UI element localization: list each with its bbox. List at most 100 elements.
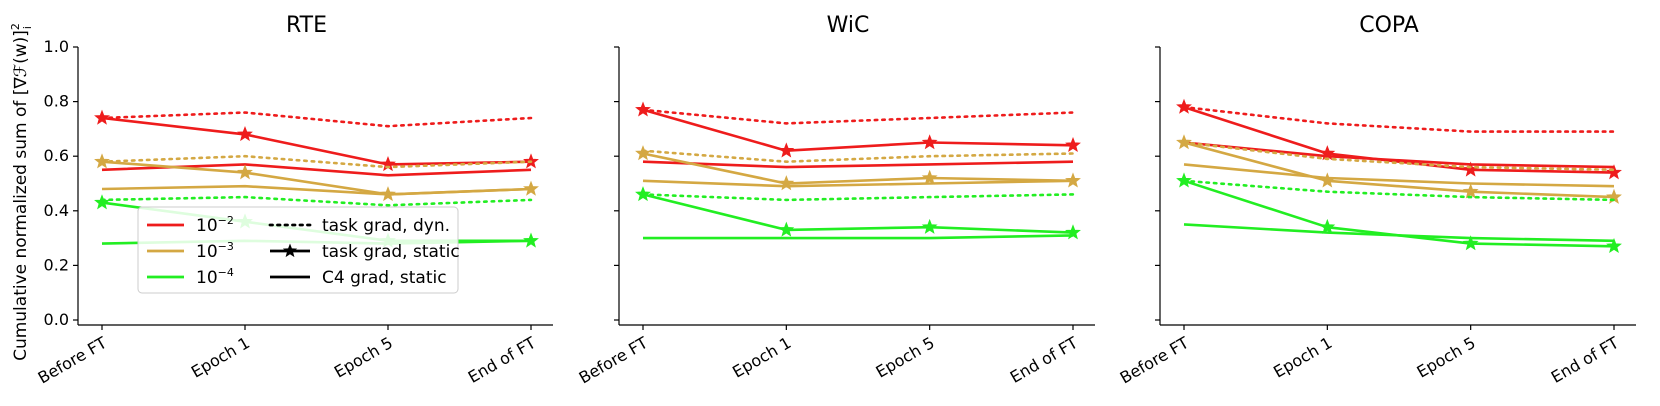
y-axis-label: Cumulative normalized sum of [∇ℱ(w)]2i <box>9 23 34 361</box>
series-1e-3-star <box>635 145 1081 191</box>
series-1e-2-star <box>94 109 539 172</box>
series-line <box>1182 105 1616 133</box>
star-marker <box>778 142 795 158</box>
series-line <box>642 152 1074 185</box>
star-marker <box>1462 183 1479 199</box>
series-1e-3-solid <box>642 179 1074 188</box>
series-1e-3-star <box>1176 134 1622 204</box>
legend-label-solid: C4 grad, static <box>322 268 447 288</box>
star-marker <box>921 134 938 150</box>
series-1e-4-solid <box>643 234 1074 240</box>
panel-title: COPA <box>1359 13 1419 38</box>
star-marker <box>635 101 651 117</box>
series-line <box>641 149 1075 163</box>
series-line <box>100 195 533 207</box>
star-marker <box>921 169 938 185</box>
series-1e-2-dotted <box>641 108 1075 125</box>
series-1e-2-star <box>635 101 1081 158</box>
star-marker <box>635 186 651 202</box>
series-line <box>1182 141 1616 172</box>
series-line <box>641 193 1075 202</box>
star-marker <box>1319 172 1336 188</box>
star-marker <box>778 175 795 191</box>
series-1e-3-star <box>94 153 539 202</box>
y-tick-label: 0.4 <box>44 201 69 220</box>
series-1e-3-dotted <box>641 149 1075 163</box>
series-1e-4-dotted <box>641 193 1075 202</box>
star-marker <box>94 194 110 210</box>
series-1e-4-star <box>635 186 1081 240</box>
series-1e-2-star <box>1176 98 1622 180</box>
y-tick-label: 0.6 <box>44 146 69 165</box>
series-1e-4-solid <box>1183 223 1615 243</box>
star-marker <box>1319 218 1336 234</box>
legend-label-1e-3: 10−3 <box>196 240 234 262</box>
x-tick-label: Epoch 1 <box>1270 333 1335 382</box>
star-marker <box>1065 136 1081 153</box>
star-marker <box>778 221 795 237</box>
x-tick-label: Before FT <box>35 333 111 388</box>
series-line <box>642 179 1074 188</box>
star-marker <box>237 164 253 180</box>
x-tick-label: Epoch 5 <box>1414 333 1479 382</box>
series-1e-4-dotted <box>100 195 533 207</box>
series-1e-3-solid <box>101 184 532 196</box>
y-axis-label-sub: i <box>21 26 34 29</box>
star-marker <box>1606 237 1622 254</box>
series-line <box>643 234 1074 240</box>
star-marker <box>1176 98 1192 114</box>
legend-label-1e-4: 10−4 <box>196 266 234 288</box>
panel-wic: WiC Before FT Epoch 1 Epoch 5 End of FT <box>576 13 1095 388</box>
x-tick-label: Before FT <box>576 333 652 388</box>
series-line <box>1183 141 1615 199</box>
y-tick-label: 0.8 <box>44 92 69 111</box>
star-marker <box>1176 172 1192 188</box>
series-line <box>1183 105 1615 174</box>
star-marker <box>1176 134 1192 150</box>
series-1e-2-solid <box>1183 141 1615 169</box>
series-line <box>1183 141 1615 169</box>
x-tick-label: Before FT <box>1117 333 1193 388</box>
star-marker <box>1606 164 1622 180</box>
panel-title: WiC <box>827 13 870 38</box>
legend-label-star: task grad, static <box>322 242 460 262</box>
star-marker <box>1065 172 1081 188</box>
x-tick-label: End of FT <box>465 333 539 387</box>
y-axis-label-main: Cumulative normalized sum of [∇ℱ(w)] <box>11 30 31 361</box>
series-1e-3-dotted <box>1182 141 1616 172</box>
star-marker <box>635 145 651 161</box>
series-1e-3-solid <box>1183 163 1615 188</box>
series-1e-2-solid <box>642 160 1074 169</box>
series-line <box>1182 179 1616 202</box>
star-marker <box>380 156 396 172</box>
legend-label-dotted: task grad, dyn. <box>322 216 450 236</box>
series-1e-4-dotted <box>1182 179 1616 202</box>
legend: 10−2 10−3 10−4 task grad, dyn. task grad, st… <box>137 206 460 294</box>
star-marker <box>94 153 110 169</box>
star-marker <box>523 180 539 196</box>
series-line <box>101 184 532 196</box>
series-1e-2-dotted <box>1182 105 1616 133</box>
panel-title: RTE <box>286 13 327 38</box>
series-line <box>1183 163 1615 188</box>
x-tick-label: End of FT <box>1007 333 1081 387</box>
series-line <box>101 116 532 166</box>
series-line <box>642 160 1074 169</box>
star-marker <box>94 109 110 125</box>
panel-rte: RTE 0.0 0.2 0.4 0.6 0.8 1.0 Before FT Epoch 1 Epo… <box>35 13 553 388</box>
star-marker <box>921 218 938 234</box>
panels: RTE 0.0 0.2 0.4 0.6 0.8 1.0 Before FT Epoch 1 Epo… <box>35 13 1636 388</box>
x-tick-label: Epoch 5 <box>331 333 396 382</box>
star-marker <box>523 232 539 248</box>
x-tick-label: Epoch 1 <box>188 333 253 382</box>
y-axis-label-sup: 2 <box>9 23 22 30</box>
series-line <box>641 108 1075 125</box>
legend-star-marker <box>282 243 298 258</box>
star-marker <box>237 126 253 142</box>
legend-label-1e-2: 10−2 <box>196 214 234 236</box>
panel-copa: COPA Before FT Epoch 1 Epoch 5 End of FT <box>1117 13 1636 388</box>
series-line <box>1183 223 1615 243</box>
x-tick-label: End of FT <box>1548 333 1622 387</box>
y-tick-label: 1.0 <box>44 37 69 56</box>
